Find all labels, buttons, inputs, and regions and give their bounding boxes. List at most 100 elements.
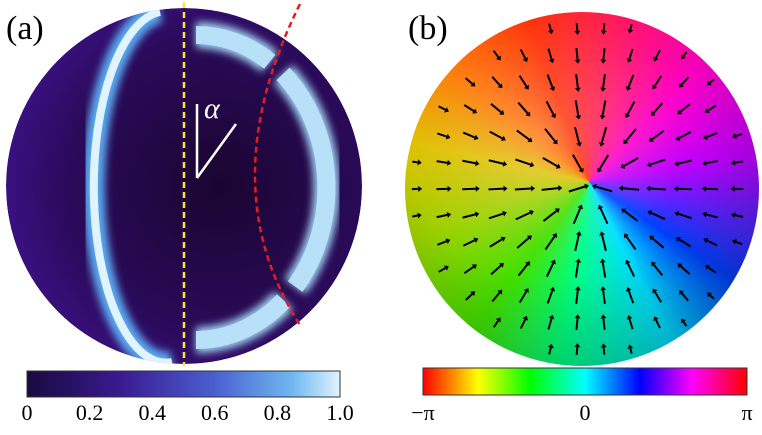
colorbar-tick-label: 0.4 — [138, 400, 166, 425]
arrow — [437, 238, 451, 246]
arrow — [462, 131, 479, 141]
arrow — [488, 185, 508, 192]
arrow — [438, 265, 449, 273]
arrow — [412, 159, 422, 166]
arrow — [462, 237, 479, 247]
arrow — [464, 77, 476, 87]
arrow — [627, 24, 634, 34]
arrow — [600, 48, 607, 64]
arrow — [574, 258, 582, 278]
arrow — [547, 314, 555, 330]
arrow — [542, 208, 560, 222]
arrow — [627, 344, 634, 354]
arrow — [652, 288, 662, 303]
arrow — [621, 208, 639, 222]
panel-label: (b) — [408, 10, 448, 47]
arrow — [704, 264, 717, 274]
colorbar-tick-label: π — [741, 400, 753, 425]
arrow — [574, 286, 581, 305]
arrow — [625, 287, 635, 304]
arrow — [677, 103, 691, 115]
arrow — [519, 315, 528, 330]
arrow — [624, 233, 637, 250]
arrow — [568, 183, 589, 193]
arrow — [438, 105, 449, 113]
arrow — [488, 210, 507, 220]
arrow — [673, 185, 693, 192]
arrow — [574, 73, 581, 92]
arrow — [600, 314, 607, 330]
arrow — [646, 158, 666, 168]
arrow — [600, 343, 607, 355]
arrow — [491, 76, 503, 89]
arrow — [674, 210, 692, 220]
arrow — [547, 23, 554, 35]
arrow — [436, 159, 452, 166]
arrow — [462, 185, 480, 192]
arrow — [703, 237, 718, 247]
arrow — [542, 157, 561, 169]
arrow — [463, 264, 477, 275]
arrow — [651, 261, 664, 276]
arrow — [599, 231, 607, 252]
arrow — [490, 262, 504, 276]
arrow — [647, 210, 666, 221]
arrow — [546, 74, 556, 92]
arrow — [730, 159, 744, 166]
arrow — [681, 51, 688, 60]
colorbar-tick-label: 1.0 — [326, 400, 354, 425]
arrow — [541, 185, 563, 192]
arrow — [730, 185, 744, 192]
arrow — [703, 131, 718, 140]
arrow — [411, 185, 423, 192]
arrow — [626, 315, 634, 330]
arrow — [678, 76, 690, 88]
arrow — [650, 102, 664, 117]
colorbar-tick-label: 0 — [21, 400, 33, 425]
arrow — [702, 211, 719, 219]
arrow — [732, 132, 743, 139]
arrow — [492, 50, 501, 61]
arrow — [572, 204, 584, 225]
arrow — [625, 74, 635, 91]
arrow — [599, 258, 607, 278]
arrow — [679, 290, 689, 302]
arrow — [674, 159, 693, 167]
arrow — [436, 211, 452, 219]
arrow — [624, 101, 636, 119]
arrow — [515, 209, 534, 221]
arrow — [489, 130, 506, 142]
arrow — [518, 288, 529, 303]
colorbar-a — [26, 370, 341, 398]
arrow — [681, 318, 688, 327]
arrow — [626, 48, 634, 63]
arrow — [706, 78, 715, 86]
colorbar-tick-label: 0.2 — [75, 400, 104, 425]
arrow — [600, 286, 607, 304]
angle-label: α — [204, 92, 220, 125]
arrow — [412, 212, 422, 219]
arrow — [675, 236, 692, 248]
arrow — [702, 159, 719, 167]
arrow — [491, 289, 503, 302]
arrow — [706, 292, 715, 300]
colorbar-tick-label: 0.6 — [201, 400, 229, 425]
arrow — [600, 23, 607, 35]
arrow — [592, 183, 613, 193]
arrow — [518, 75, 529, 90]
arrow — [574, 314, 581, 330]
arrow — [600, 74, 607, 92]
colorbar-b — [422, 367, 748, 396]
arrow — [544, 128, 558, 145]
colorbar-tick-label: −π — [411, 400, 435, 425]
arrow — [571, 154, 584, 173]
arrow — [574, 100, 582, 120]
arrow — [597, 154, 610, 173]
arrow — [653, 49, 661, 62]
arrow — [437, 132, 451, 140]
arrow — [488, 159, 508, 167]
arrow — [701, 185, 719, 192]
arrow — [623, 128, 637, 145]
arrow — [519, 48, 528, 63]
